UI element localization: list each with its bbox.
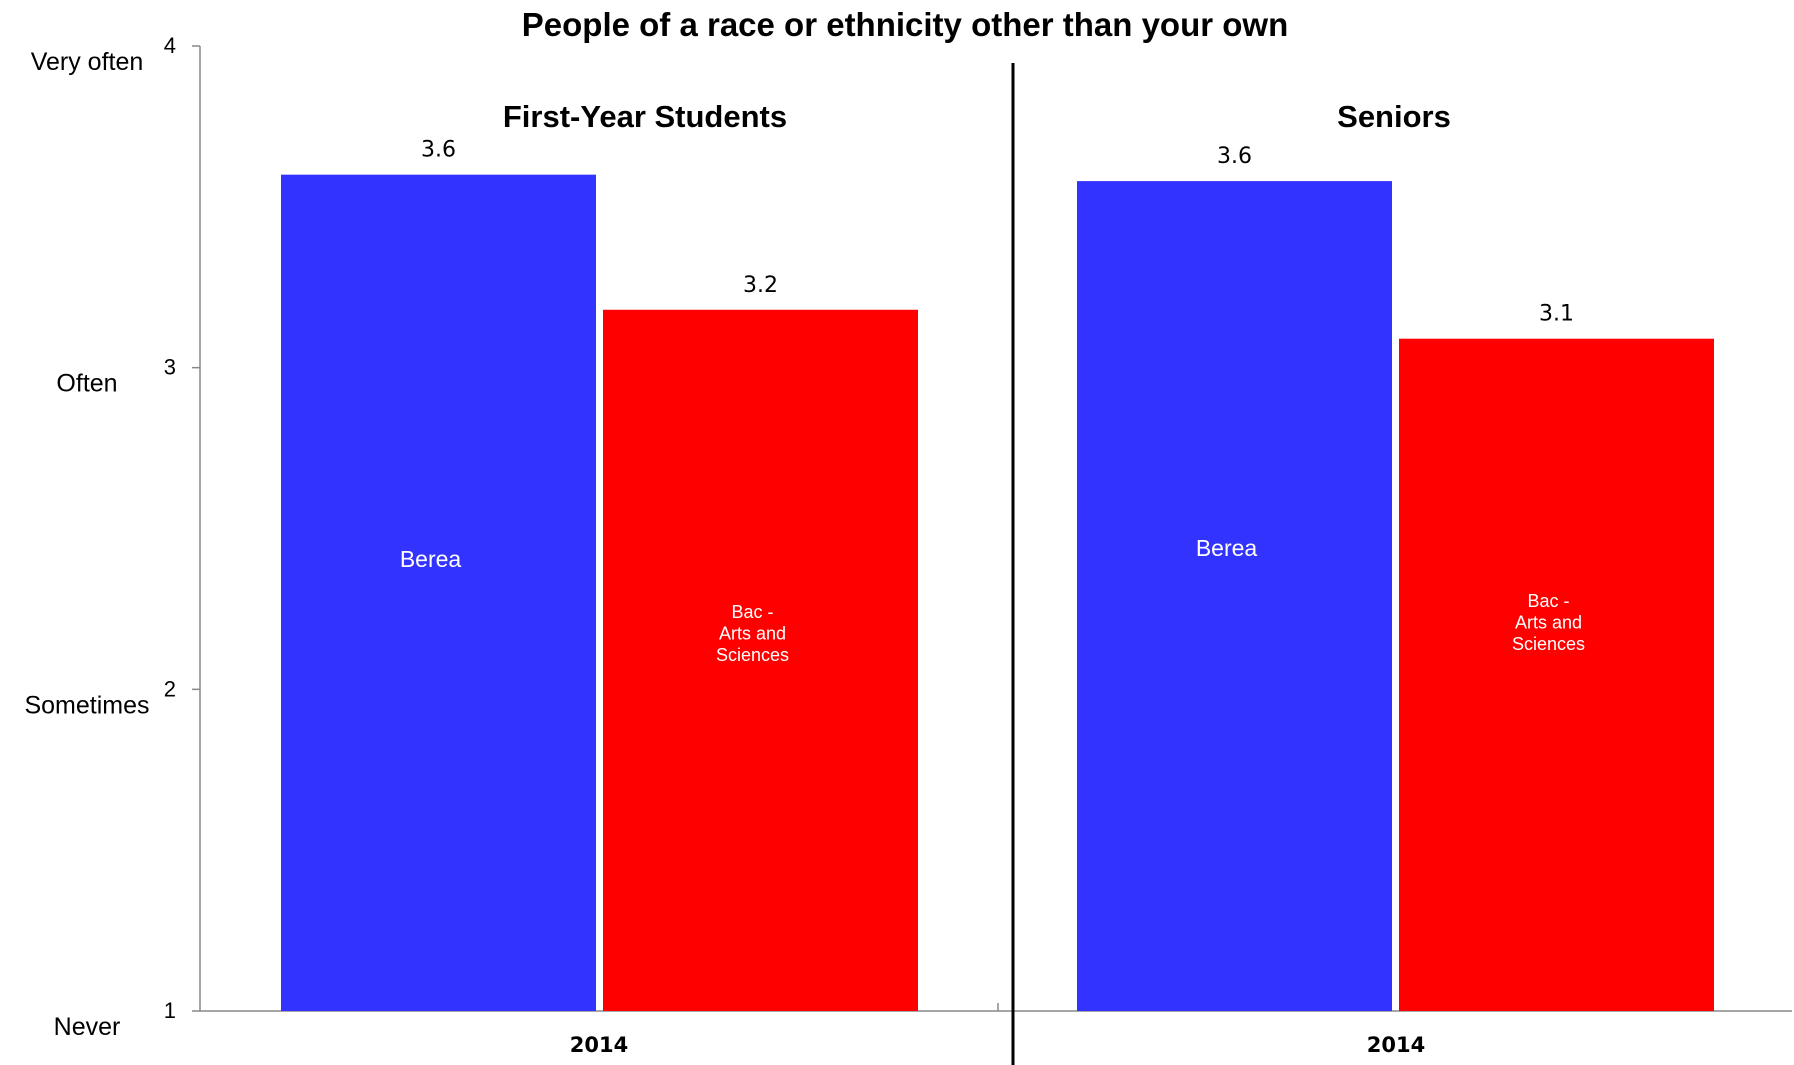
bar-name-label: Bac -Arts and Sciences — [1512, 591, 1585, 654]
y-scale-label: Sometimes — [24, 691, 149, 719]
panel-title: First-Year Students — [503, 99, 787, 134]
bar-name-line: Berea — [1196, 535, 1258, 561]
bar-name-label: Bac -Arts and Sciences — [716, 602, 789, 665]
chart-title: People of a race or ethnicity other than… — [522, 6, 1288, 43]
y-tick-label: 1 — [164, 998, 176, 1023]
panel: Seniors 2014 3.6 Berea 3.1 Bac -Arts and Scien… — [1077, 99, 1714, 1057]
bar-name-label: Berea — [400, 546, 462, 572]
chart-axes: 1 Never 2 Sometimes 3 Often 4 Very often — [24, 33, 1792, 1065]
y-scale-label: Very often — [31, 48, 144, 76]
bar-name-label: Berea — [1196, 535, 1258, 561]
bar — [1077, 181, 1392, 1012]
y-scale-label: Often — [56, 370, 117, 398]
y-tick-label: 2 — [164, 676, 176, 701]
bar-name-line: Arts and — [719, 624, 786, 644]
bar-name-line: Berea — [400, 546, 462, 572]
bar-name-line: Sciences — [1512, 634, 1585, 654]
bar-name-line: Bac - — [1527, 591, 1569, 611]
bar-value-label: 3.6 — [1217, 144, 1252, 169]
y-tick-label: 3 — [164, 355, 176, 380]
y-scale-label: Never — [54, 1013, 121, 1041]
panel: First-Year Students 2014 3.6 Berea 3.2 Bac -A… — [281, 99, 918, 1057]
bar-name-line: Arts and — [1515, 613, 1582, 633]
x-axis-label: 2014 — [570, 1033, 628, 1057]
bar-value-label: 3.1 — [1539, 302, 1574, 327]
bar-value-label: 3.2 — [743, 273, 778, 298]
y-tick-label: 4 — [164, 33, 176, 58]
bar-name-line: Sciences — [716, 645, 789, 665]
panel-title: Seniors — [1337, 99, 1451, 134]
bar-value-label: 3.6 — [421, 138, 456, 163]
bar — [1399, 338, 1714, 1011]
bar-name-line: Bac - — [731, 602, 773, 622]
bar — [603, 309, 918, 1011]
bar — [281, 174, 596, 1011]
x-axis-label: 2014 — [1367, 1033, 1425, 1057]
